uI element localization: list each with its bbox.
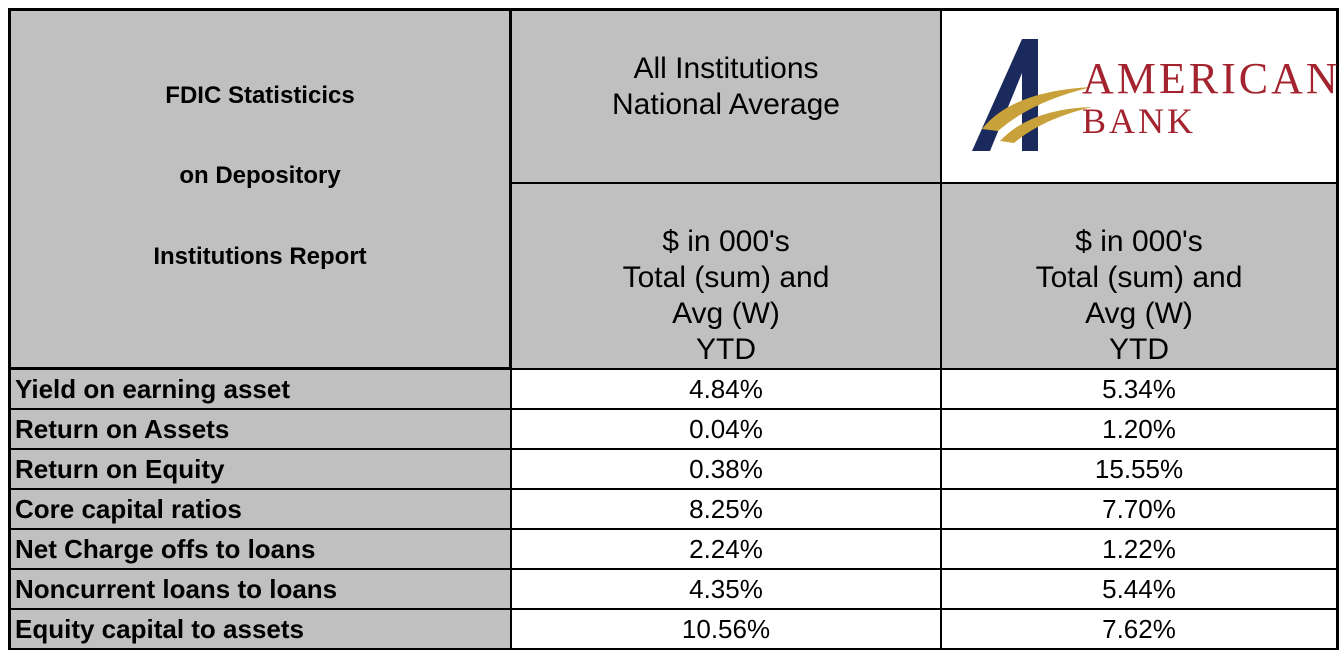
logo-mark: [972, 39, 1038, 151]
row-label: Net Charge offs to loans: [8, 528, 512, 570]
logo-text: BANK: [1082, 101, 1196, 141]
cell-value: 0.04%: [510, 408, 942, 450]
title-line: FDIC Statisticics: [165, 82, 355, 110]
sub-line: Avg (W): [1085, 297, 1193, 330]
title-cell: FDIC Statisticics on Depository Institut…: [8, 8, 512, 370]
sub-line: $ in 000's: [662, 225, 790, 258]
logo-text: AMERICAN: [1082, 54, 1337, 103]
cell-value: 7.62%: [940, 608, 1339, 650]
sub-line: YTD: [696, 333, 756, 366]
row-label: Equity capital to assets: [8, 608, 512, 650]
sub-line: YTD: [1109, 333, 1169, 366]
cell-value: 8.25%: [510, 488, 942, 530]
cell-value: 4.35%: [510, 568, 942, 610]
row-label: Yield on earning asset: [8, 368, 512, 410]
sub-cell: $ in 000's Total (sum) and Avg (W) YTD: [940, 182, 1339, 370]
sub-line: Total (sum) and: [622, 261, 830, 294]
logo-swoosh: [982, 87, 1092, 131]
logo-cell: AMERICAN BANK: [940, 8, 1339, 184]
cell-value: 5.34%: [940, 368, 1339, 410]
cell-value: 1.20%: [940, 408, 1339, 450]
cell-value: 7.70%: [940, 488, 1339, 530]
title-line: on Depository: [179, 162, 341, 190]
heading-line: National Average: [612, 87, 840, 121]
sub-line: Total (sum) and: [1035, 261, 1243, 294]
title-line: Institutions Report: [153, 242, 367, 270]
cell-value: 10.56%: [510, 608, 942, 650]
row-label: Core capital ratios: [8, 488, 512, 530]
sub-line: $ in 000's: [1075, 225, 1203, 258]
row-label: Noncurrent loans to loans: [8, 568, 512, 610]
sub-cell: $ in 000's Total (sum) and Avg (W) YTD: [510, 182, 942, 370]
row-label: Return on Assets: [8, 408, 512, 450]
sub-line: Avg (W): [672, 297, 780, 330]
cell-value: 5.44%: [940, 568, 1339, 610]
heading-line: All Institutions: [633, 51, 819, 85]
heading-cell: All Institutions National Average: [510, 8, 942, 184]
cell-value: 0.38%: [510, 448, 942, 490]
cell-value: 2.24%: [510, 528, 942, 570]
cell-value: 15.55%: [940, 448, 1339, 490]
logo: AMERICAN BANK: [972, 39, 1337, 151]
logo-swoosh: [1000, 107, 1092, 143]
cell-value: 4.84%: [510, 368, 942, 410]
cell-value: 1.22%: [940, 528, 1339, 570]
row-label: Return on Equity: [8, 448, 512, 490]
